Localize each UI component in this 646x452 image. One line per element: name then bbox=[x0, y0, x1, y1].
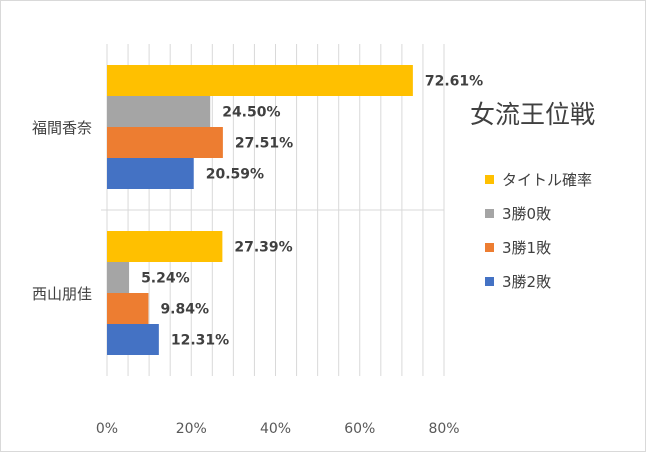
legend: タイトル確率 3勝0敗 3勝1敗 3勝2敗 bbox=[485, 162, 592, 298]
legend-swatch bbox=[485, 242, 494, 252]
category-label: 西山朋佳 bbox=[32, 285, 92, 303]
legend-label: タイトル確率 bbox=[502, 170, 593, 189]
x-tick-label: 40% bbox=[260, 421, 291, 437]
legend-label: 3勝0敗 bbox=[502, 204, 552, 223]
x-tick-label: 0% bbox=[96, 421, 118, 437]
legend-label: 3勝1敗 bbox=[502, 238, 552, 257]
legend-swatch bbox=[485, 276, 494, 286]
data-label: 9.84% bbox=[160, 302, 209, 318]
bar bbox=[107, 231, 223, 262]
x-tick-label: 20% bbox=[176, 421, 207, 437]
legend-swatch bbox=[485, 174, 494, 184]
data-label: 27.39% bbox=[234, 240, 292, 256]
legend-item-3-1: 3勝1敗 bbox=[485, 230, 592, 264]
data-label: 27.51% bbox=[235, 136, 293, 152]
x-tick-label: 80% bbox=[428, 421, 459, 437]
legend-swatch bbox=[485, 208, 494, 218]
bar bbox=[107, 127, 223, 158]
data-label: 72.61% bbox=[425, 74, 483, 90]
bar bbox=[107, 158, 194, 189]
data-label: 24.50% bbox=[222, 105, 280, 121]
legend-label: 3勝2敗 bbox=[502, 272, 552, 291]
data-label: 12.31% bbox=[171, 333, 229, 349]
legend-item-3-2: 3勝2敗 bbox=[485, 264, 592, 298]
legend-item-3-0: 3勝0敗 bbox=[485, 196, 592, 230]
data-label: 5.24% bbox=[141, 271, 190, 287]
x-tick-label: 60% bbox=[344, 421, 375, 437]
legend-item-title-probability: タイトル確率 bbox=[485, 162, 592, 196]
bar bbox=[107, 293, 149, 324]
data-label: 20.59% bbox=[206, 167, 264, 183]
bar bbox=[107, 262, 130, 293]
category-label: 福間香奈 bbox=[32, 119, 92, 137]
bar bbox=[107, 96, 211, 127]
bar bbox=[107, 324, 159, 355]
chart-title: 女流王位戦 bbox=[470, 100, 596, 129]
bar bbox=[107, 65, 413, 96]
